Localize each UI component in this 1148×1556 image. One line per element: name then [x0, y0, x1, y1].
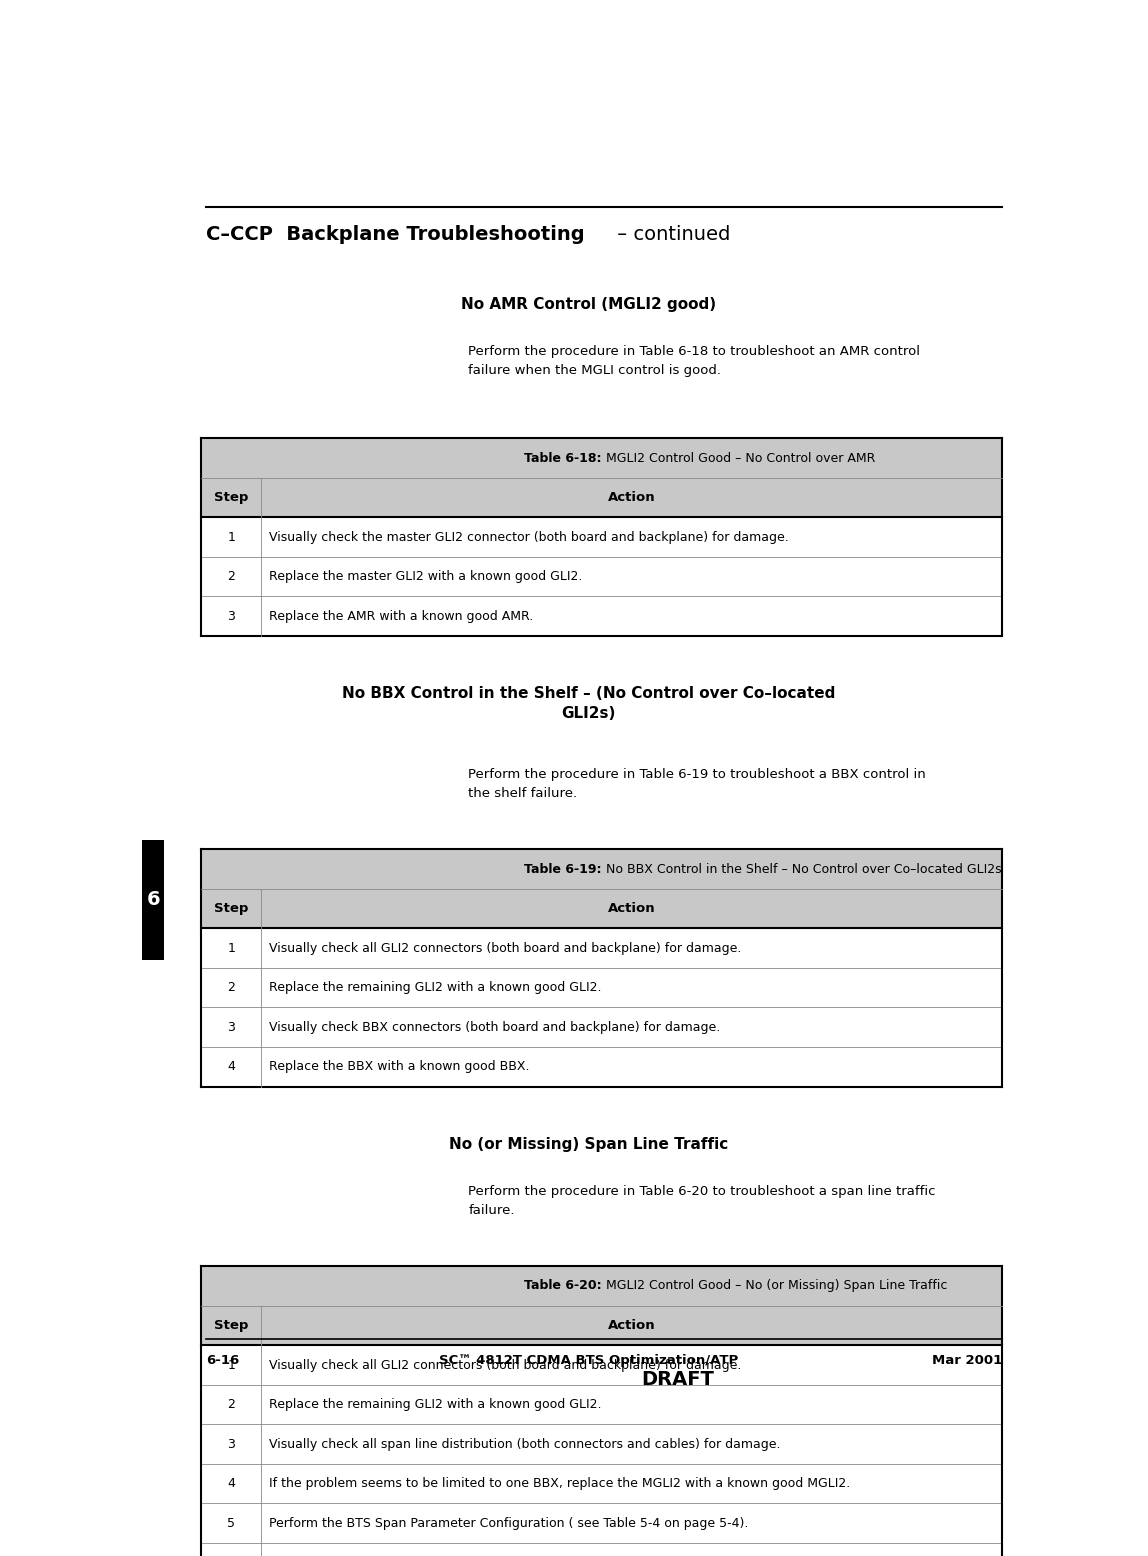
- Text: Table 6-19:: Table 6-19:: [525, 862, 602, 876]
- Text: Visually check all GLI2 connectors (both board and backplane) for damage.: Visually check all GLI2 connectors (both…: [270, 1358, 742, 1371]
- Text: 6: 6: [147, 890, 161, 909]
- Bar: [201, 478, 1002, 518]
- Text: Step: Step: [215, 492, 249, 504]
- Text: Step: Step: [215, 902, 249, 915]
- Text: Table 6-20:: Table 6-20:: [525, 1279, 602, 1293]
- Text: 2: 2: [227, 982, 235, 994]
- Text: 4: 4: [227, 1477, 235, 1491]
- Text: 6-16: 6-16: [205, 1354, 239, 1366]
- Text: MGLI2 Control Good – No Control over AMR: MGLI2 Control Good – No Control over AMR: [602, 451, 875, 465]
- Text: No (or Missing) Span Line Traffic: No (or Missing) Span Line Traffic: [449, 1137, 728, 1151]
- Text: Replace the master GLI2 with a known good GLI2.: Replace the master GLI2 with a known goo…: [270, 569, 583, 584]
- Text: 3: 3: [227, 610, 235, 622]
- Text: Action: Action: [608, 492, 656, 504]
- Text: 5: 5: [227, 1517, 235, 1530]
- Text: Replace the remaining GLI2 with a known good GLI2.: Replace the remaining GLI2 with a known …: [270, 982, 602, 994]
- Text: 1: 1: [227, 941, 235, 955]
- Text: Perform the procedure in Table 6-19 to troubleshoot a BBX control in
the shelf f: Perform the procedure in Table 6-19 to t…: [468, 767, 926, 800]
- Text: 2: 2: [227, 1399, 235, 1411]
- Text: C–CCP  Backplane Troubleshooting: C–CCP Backplane Troubleshooting: [205, 226, 584, 244]
- Text: Table 6-18:: Table 6-18:: [525, 451, 602, 465]
- Bar: [201, 439, 1002, 478]
- Bar: [141, 840, 164, 960]
- Text: Visually check the master GLI2 connector (both board and backplane) for damage.: Visually check the master GLI2 connector…: [270, 531, 789, 543]
- Bar: [201, 1305, 1002, 1346]
- Text: No BBX Control in the Shelf – No Control over Co–located GLI2s: No BBX Control in the Shelf – No Control…: [602, 862, 1001, 876]
- Text: Visually check all span line distribution (both connectors and cables) for damag: Visually check all span line distributio…: [270, 1438, 781, 1450]
- Text: 2: 2: [227, 569, 235, 584]
- Text: Replace the AMR with a known good AMR.: Replace the AMR with a known good AMR.: [270, 610, 534, 622]
- Bar: [201, 850, 1002, 888]
- Text: Action: Action: [608, 902, 656, 915]
- Bar: [201, 1267, 1002, 1305]
- Text: Perform the procedure in Table 6-18 to troubleshoot an AMR control
failure when : Perform the procedure in Table 6-18 to t…: [468, 345, 921, 377]
- Text: 3: 3: [227, 1438, 235, 1450]
- Text: DRAFT: DRAFT: [641, 1371, 714, 1390]
- Text: No BBX Control in the Shelf – (No Control over Co–located
GLI2s): No BBX Control in the Shelf – (No Contro…: [342, 686, 835, 720]
- Text: Perform the BTS Span Parameter Configuration ( see Table 5-4 on page 5-4).: Perform the BTS Span Parameter Configura…: [270, 1517, 748, 1530]
- Text: Step: Step: [215, 1319, 249, 1332]
- Text: Replace the BBX with a known good BBX.: Replace the BBX with a known good BBX.: [270, 1060, 530, 1074]
- Text: Visually check BBX connectors (both board and backplane) for damage.: Visually check BBX connectors (both boar…: [270, 1021, 721, 1033]
- Text: – continued: – continued: [611, 226, 730, 244]
- Text: Perform the procedure in Table 6-20 to troubleshoot a span line traffic
failure.: Perform the procedure in Table 6-20 to t…: [468, 1184, 936, 1217]
- Text: Action: Action: [608, 1319, 656, 1332]
- Text: 3: 3: [227, 1021, 235, 1033]
- Text: Replace the remaining GLI2 with a known good GLI2.: Replace the remaining GLI2 with a known …: [270, 1399, 602, 1411]
- Text: Mar 2001: Mar 2001: [932, 1354, 1002, 1366]
- Text: MGLI2 Control Good – No (or Missing) Span Line Traffic: MGLI2 Control Good – No (or Missing) Spa…: [602, 1279, 947, 1293]
- Text: 1: 1: [227, 531, 235, 543]
- Text: SC™ 4812T CDMA BTS Optimization/ATP: SC™ 4812T CDMA BTS Optimization/ATP: [439, 1354, 738, 1366]
- Text: 1: 1: [227, 1358, 235, 1371]
- Bar: [201, 888, 1002, 929]
- Text: If the problem seems to be limited to one BBX, replace the MGLI2 with a known go: If the problem seems to be limited to on…: [270, 1477, 851, 1491]
- Text: No AMR Control (MGLI2 good): No AMR Control (MGLI2 good): [460, 297, 716, 311]
- Text: 4: 4: [227, 1060, 235, 1074]
- Text: Visually check all GLI2 connectors (both board and backplane) for damage.: Visually check all GLI2 connectors (both…: [270, 941, 742, 955]
